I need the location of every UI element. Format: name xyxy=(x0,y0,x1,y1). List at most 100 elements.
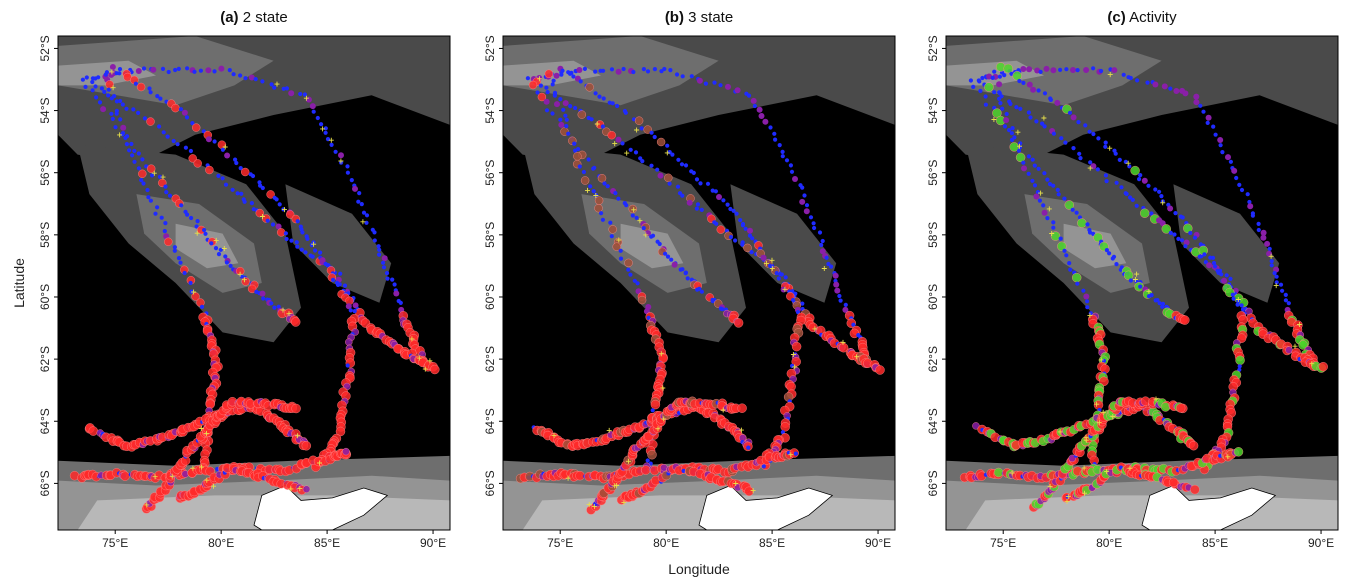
track-location-point xyxy=(1233,447,1244,457)
track-location-point xyxy=(761,464,766,469)
track-location-point xyxy=(190,121,195,126)
track-location-point xyxy=(241,277,250,286)
track-location-point xyxy=(270,222,276,227)
track-location-point xyxy=(239,191,244,196)
track-location-point xyxy=(1032,163,1037,168)
track-location-point xyxy=(135,68,142,74)
track-location-point xyxy=(1050,231,1061,241)
track-location-point xyxy=(589,117,594,122)
track-location-point xyxy=(635,288,642,295)
track-location-point xyxy=(671,261,678,268)
observation-marker xyxy=(536,76,542,82)
track-location-point xyxy=(983,102,989,107)
track-location-point xyxy=(655,167,660,172)
track-location-point xyxy=(269,82,274,87)
track-location-point xyxy=(573,152,582,161)
track-location-point xyxy=(1091,131,1096,137)
track-location-point xyxy=(203,231,208,236)
track-location-point xyxy=(1087,129,1092,134)
track-location-point xyxy=(720,307,725,312)
track-location-point xyxy=(124,142,129,147)
track-location-point xyxy=(525,76,531,81)
track-location-point xyxy=(992,108,1002,118)
observation-marker xyxy=(1041,115,1047,121)
track-location-point xyxy=(713,189,719,194)
track-location-point xyxy=(679,162,685,167)
track-location-point xyxy=(1063,140,1068,145)
track-location-point xyxy=(535,90,540,95)
observation-marker xyxy=(1057,429,1063,435)
observation-marker xyxy=(151,170,157,176)
lat-tick-label: 56°S xyxy=(926,160,940,186)
track-location-point xyxy=(110,116,115,121)
track-location-point xyxy=(1091,66,1096,71)
observation-marker xyxy=(160,174,166,180)
track-location-point xyxy=(737,403,747,413)
track-location-point xyxy=(141,181,146,186)
track-location-point xyxy=(760,254,767,261)
track-location-point xyxy=(181,109,188,116)
track-location-point xyxy=(376,244,381,249)
observation-marker xyxy=(616,237,622,243)
track-location-point xyxy=(1038,69,1043,74)
observation-marker xyxy=(169,473,175,479)
observation-marker xyxy=(854,354,860,360)
panel-frame xyxy=(502,35,896,531)
track-location-point xyxy=(1138,284,1143,289)
track-location-point xyxy=(215,466,220,472)
track-location-point xyxy=(788,163,794,168)
track-location-point xyxy=(1056,192,1061,197)
track-location-point xyxy=(157,124,162,129)
track-location-point xyxy=(277,228,286,237)
observation-marker xyxy=(586,502,592,508)
track-location-point xyxy=(384,271,390,276)
track-location-point xyxy=(1042,124,1047,129)
track-location-point xyxy=(224,152,231,159)
track-location-point xyxy=(319,122,324,127)
track-location-point xyxy=(1075,68,1080,73)
observation-marker xyxy=(738,427,744,433)
track-location-point xyxy=(608,225,617,234)
track-location-point xyxy=(744,486,754,496)
track-location-point xyxy=(665,254,671,259)
track-location-point xyxy=(1217,137,1224,143)
track-location-point xyxy=(120,124,127,131)
track-location-point xyxy=(1193,93,1200,100)
track-location-point xyxy=(342,283,348,288)
track-location-point xyxy=(1015,152,1026,163)
track-location-point xyxy=(123,135,128,140)
lon-tick-label: 90°E xyxy=(865,536,891,550)
track-location-point xyxy=(117,71,122,76)
track-location-point xyxy=(185,212,190,217)
bathymetry-contour xyxy=(1173,184,1280,303)
track-location-point xyxy=(1221,277,1228,284)
track-location-point xyxy=(345,164,350,169)
track-location-point xyxy=(740,242,745,247)
lat-tick-label: 60°S xyxy=(38,284,52,310)
lat-tick-label: 66°S xyxy=(38,470,52,496)
track-location-point xyxy=(352,302,359,309)
track-location-point xyxy=(430,364,440,375)
track-location-point xyxy=(381,265,387,270)
track-location-point xyxy=(281,86,286,91)
track-location-point xyxy=(1231,167,1238,174)
track-location-point xyxy=(780,149,785,154)
track-location-point xyxy=(621,66,626,72)
track-location-point xyxy=(734,87,741,94)
track-location-point xyxy=(189,215,194,221)
lat-tick-label: 66°S xyxy=(483,470,497,496)
track-location-point xyxy=(602,181,607,186)
track-location-point xyxy=(356,199,361,204)
track-location-point xyxy=(1087,230,1093,235)
track-location-point xyxy=(812,225,817,231)
track-location-point xyxy=(153,211,158,216)
track-location-point xyxy=(1203,260,1208,265)
track-location-point xyxy=(1085,305,1090,310)
track-location-point xyxy=(142,116,147,121)
track-location-point xyxy=(580,176,590,185)
panel-b-letter: (b) xyxy=(665,9,684,26)
track-location-point xyxy=(1026,154,1031,159)
track-location-point xyxy=(834,287,841,294)
track-location-point xyxy=(364,213,370,218)
track-location-point xyxy=(1103,140,1108,145)
